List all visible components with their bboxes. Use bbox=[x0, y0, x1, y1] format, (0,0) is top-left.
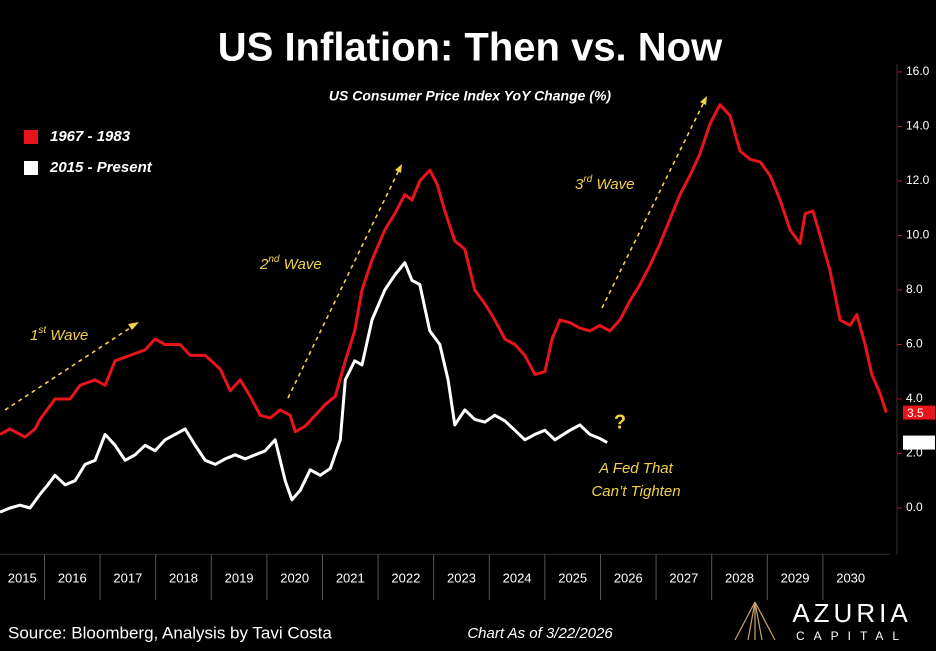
annotation: 1st Wave bbox=[30, 325, 88, 344]
last-value-box bbox=[903, 435, 935, 450]
arrow-head bbox=[700, 96, 707, 105]
x-tick-label: 2026 bbox=[614, 570, 643, 585]
chart-subtitle: US Consumer Price Index YoY Change (%) bbox=[329, 88, 611, 104]
arrow-head bbox=[128, 322, 139, 330]
annotation-part: rd bbox=[583, 174, 592, 185]
wave-arrows bbox=[4, 101, 705, 411]
annotation: ? bbox=[614, 411, 626, 433]
legend-swatch bbox=[24, 130, 38, 144]
x-tick-label: 2018 bbox=[169, 570, 198, 585]
annotation-part: st bbox=[38, 325, 47, 336]
y-tick-label: 16.0 bbox=[906, 64, 930, 78]
x-tick-label: 2021 bbox=[336, 570, 365, 585]
x-tick-label: 2016 bbox=[58, 570, 87, 585]
legend-label: 2015 - Present bbox=[49, 159, 153, 176]
logo-line bbox=[754, 601, 776, 641]
series-line bbox=[0, 261, 608, 514]
annotation-part: 1 bbox=[30, 327, 38, 344]
x-tick-label: 2030 bbox=[836, 570, 865, 585]
annotation-part: 3 bbox=[575, 176, 584, 193]
arrow bbox=[601, 101, 705, 309]
last-value-box bbox=[903, 405, 935, 420]
x-tick-label: 2015 bbox=[8, 570, 37, 585]
annotation-part: Wave bbox=[592, 176, 634, 193]
series-line bbox=[0, 103, 888, 439]
annotation-part: Wave bbox=[46, 327, 88, 344]
x-tick-label: 2019 bbox=[225, 570, 254, 585]
as-of: Chart As of 3/22/2026 bbox=[467, 625, 613, 642]
source: Source: Bloomberg, Analysis by Tavi Cost… bbox=[8, 623, 332, 642]
x-tick-label: 2020 bbox=[280, 570, 309, 585]
logo-sub: CAPITAL bbox=[796, 629, 908, 643]
logo-name: AZURIA bbox=[792, 598, 911, 628]
annotation: 2nd Wave bbox=[259, 254, 322, 273]
logo-icon bbox=[734, 601, 776, 641]
annotation: 3rd Wave bbox=[575, 174, 635, 193]
legend-swatch bbox=[24, 161, 38, 175]
last-value-label: 2.4 bbox=[907, 436, 924, 450]
arrow-heads bbox=[128, 96, 707, 330]
x-tick-label: 2029 bbox=[781, 570, 810, 585]
annotation: Can’t Tighten bbox=[591, 483, 680, 500]
y-tick-label: 12.0 bbox=[906, 173, 930, 187]
y-tick-label: 6.0 bbox=[906, 337, 923, 351]
arrow bbox=[287, 169, 400, 399]
x-tick-label: 2023 bbox=[447, 570, 476, 585]
y-tick-label: 8.0 bbox=[906, 282, 923, 296]
annotation-part: Wave bbox=[279, 256, 321, 273]
x-tick-label: 2022 bbox=[391, 570, 420, 585]
logo-line bbox=[734, 601, 756, 641]
annotation: A Fed That bbox=[598, 460, 673, 477]
chart-title: US Inflation: Then vs. Now bbox=[218, 26, 723, 70]
annotation-part: nd bbox=[268, 254, 280, 265]
legend-label: 1967 - 1983 bbox=[50, 128, 131, 145]
y-tick-label: 0.0 bbox=[906, 500, 923, 514]
arrow bbox=[4, 325, 134, 411]
logo-line bbox=[747, 601, 756, 641]
x-tick-label: 2017 bbox=[113, 570, 142, 585]
x-tick-label: 2024 bbox=[503, 570, 532, 585]
y-tick-label: 4.0 bbox=[906, 391, 923, 405]
y-tick-label: 14.0 bbox=[906, 119, 930, 133]
logo-line bbox=[754, 601, 763, 641]
y-tick-label: 10.0 bbox=[906, 228, 930, 242]
x-tick-label: 2028 bbox=[725, 570, 754, 585]
arrow-head bbox=[395, 164, 402, 173]
last-value-label: 3.5 bbox=[907, 406, 924, 420]
annotation-part: 2 bbox=[259, 256, 269, 273]
x-tick-label: 2025 bbox=[558, 570, 587, 585]
x-tick-label: 2027 bbox=[669, 570, 698, 585]
